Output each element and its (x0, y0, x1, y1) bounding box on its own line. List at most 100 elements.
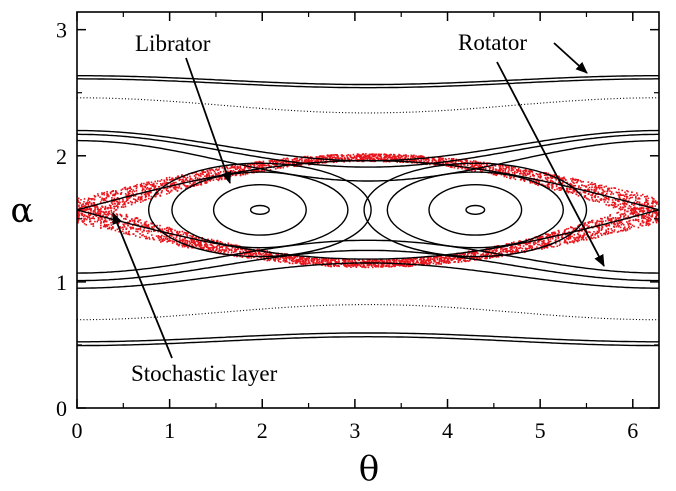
stochastic-point (553, 246, 555, 248)
stochastic-point (230, 249, 233, 251)
stochastic-point (168, 228, 170, 230)
stochastic-point (323, 161, 326, 164)
stochastic-point (446, 162, 449, 164)
stochastic-point (537, 184, 539, 187)
stochastic-point (84, 205, 86, 207)
stochastic-point (367, 266, 370, 269)
stochastic-point (431, 159, 434, 162)
stochastic-point (253, 252, 256, 255)
stochastic-point (216, 244, 219, 247)
stochastic-point (367, 264, 369, 267)
stochastic-point (303, 160, 306, 162)
stochastic-point (597, 196, 599, 198)
stochastic-point (527, 170, 530, 172)
stochastic-point (575, 227, 577, 229)
stochastic-point (327, 262, 329, 264)
stochastic-point (492, 250, 494, 253)
stochastic-point (94, 211, 96, 213)
stochastic-point (318, 258, 321, 261)
stochastic-point (199, 174, 201, 177)
stochastic-point (148, 230, 150, 233)
stochastic-point (585, 233, 587, 236)
stochastic-point (343, 264, 345, 266)
stochastic-point (580, 238, 583, 241)
stochastic-point (609, 218, 612, 221)
stochastic-point (113, 197, 116, 200)
stochastic-point (603, 190, 605, 193)
stochastic-point (116, 201, 118, 203)
stochastic-point (411, 260, 414, 263)
stochastic-point (608, 223, 610, 226)
stochastic-point (427, 158, 430, 161)
stochastic-point (114, 192, 117, 194)
stochastic-point (581, 184, 583, 187)
stochastic-point (641, 209, 643, 212)
stochastic-point (174, 237, 177, 240)
stochastic-point (192, 241, 194, 243)
stochastic-point (83, 208, 85, 210)
stochastic-point (481, 256, 483, 259)
stochastic-point (593, 186, 596, 189)
stochastic-point (231, 174, 234, 176)
stochastic-point (607, 198, 610, 200)
stochastic-point (614, 219, 616, 222)
stochastic-point (389, 155, 391, 157)
stochastic-point (506, 243, 509, 246)
stochastic-point (90, 217, 93, 220)
stochastic-point (150, 187, 152, 189)
stochastic-point (587, 198, 589, 200)
stochastic-point (133, 222, 136, 224)
stochastic-point (495, 256, 498, 258)
stochastic-point (362, 153, 365, 155)
stochastic-point (413, 154, 415, 157)
stochastic-point (197, 184, 199, 186)
stochastic-point (518, 240, 520, 243)
stochastic-point (139, 236, 141, 239)
stochastic-point (137, 220, 139, 223)
stochastic-point (198, 180, 201, 182)
stochastic-point (151, 234, 153, 236)
stochastic-point (420, 260, 423, 263)
stochastic-point (602, 233, 605, 235)
stochastic-point (531, 181, 534, 184)
stochastic-point (620, 194, 623, 196)
stochastic-point (478, 166, 481, 168)
stochastic-point (161, 234, 163, 237)
stochastic-point (464, 260, 467, 263)
stochastic-point (417, 158, 419, 161)
stochastic-point (483, 254, 485, 257)
stochastic-point (504, 165, 507, 167)
stochastic-point (570, 226, 572, 229)
stochastic-point (153, 225, 155, 227)
stochastic-point (639, 224, 642, 226)
stochastic-point (599, 199, 602, 201)
stochastic-point (626, 195, 629, 198)
stochastic-point (118, 199, 121, 201)
stochastic-point (528, 170, 531, 172)
stochastic-point (122, 228, 124, 230)
stochastic-point (525, 248, 527, 250)
stochastic-point (212, 246, 215, 248)
stochastic-point (476, 257, 479, 259)
stochastic-point (500, 246, 503, 249)
stochastic-point (194, 176, 197, 178)
stochastic-point (611, 204, 614, 207)
stochastic-point (172, 181, 175, 184)
stochastic-point (253, 165, 256, 168)
stochastic-point (556, 188, 558, 190)
stochastic-point (534, 183, 537, 185)
stochastic-point (77, 221, 79, 223)
stochastic-point (401, 260, 404, 262)
stochastic-point (144, 221, 146, 224)
stochastic-point (165, 189, 168, 192)
stochastic-point (538, 180, 540, 183)
stochastic-point (101, 193, 103, 196)
stochastic-point (511, 169, 513, 172)
stochastic-point (366, 155, 368, 157)
stochastic-point (529, 169, 531, 171)
stochastic-point (328, 156, 331, 158)
stochastic-point (619, 206, 622, 208)
stochastic-point (218, 248, 221, 250)
stochastic-point (236, 168, 238, 170)
stochastic-point (115, 190, 117, 192)
